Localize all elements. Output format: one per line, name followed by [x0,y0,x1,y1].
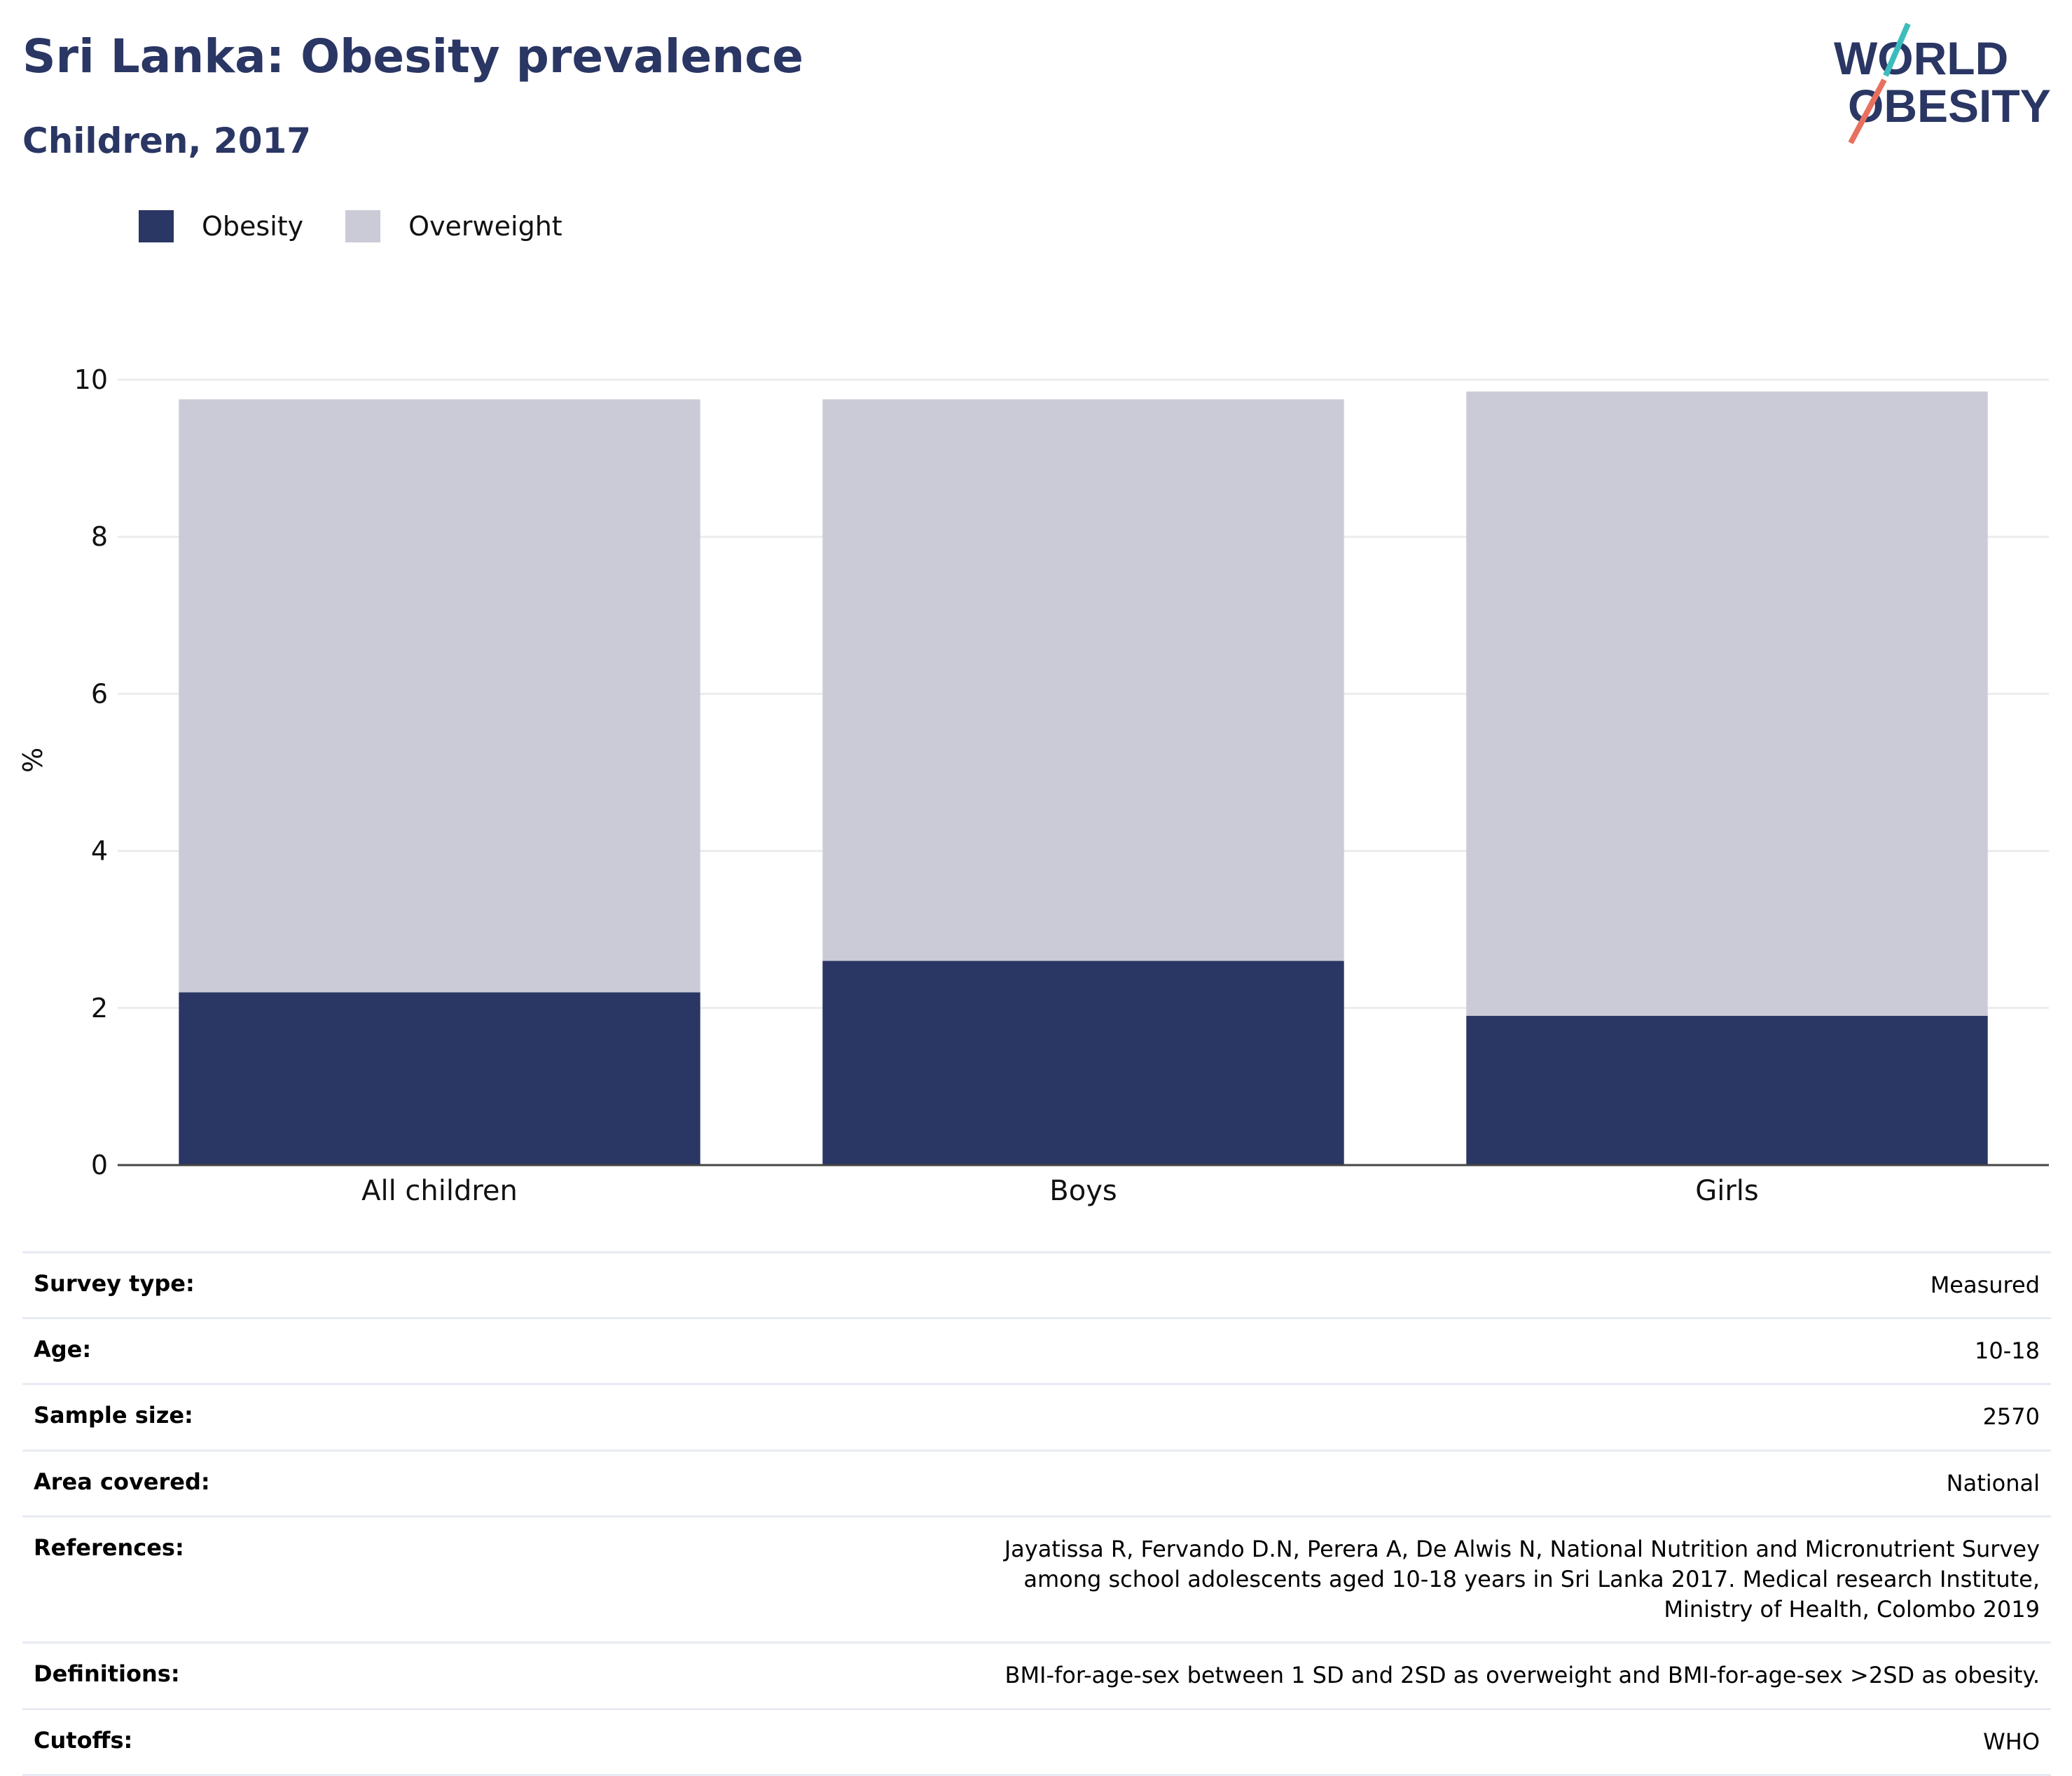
bar-obesity-boys[interactable] [822,961,1344,1165]
y-tick-label: 6 [91,678,108,709]
legend-label-overweight: Overweight [408,211,562,242]
legend-item-obesity[interactable]: Obesity [139,210,303,242]
info-key: Cutoffs: [22,1707,395,1776]
survey-info-table: Survey type: Measured Age: 10-18 Sample size… [22,1251,2051,1776]
bar-overweight-all-children[interactable] [179,399,700,993]
bar-overweight-boys[interactable] [822,399,1344,961]
bar-obesity-girls[interactable] [1466,1016,1988,1165]
info-value: Measured [395,1251,2051,1319]
info-value: WHO [395,1707,2051,1776]
chart-subtitle: Children, 2017 [22,121,312,161]
info-value: Jayatissa R, Fervando D.N, Perera A, De … [395,1515,2051,1643]
info-key: Definitions: [22,1641,395,1709]
logo-text-world: WORLD [1834,32,2008,84]
chart-legend: Obesity Overweight [139,210,605,242]
info-key: Sample size: [22,1383,395,1451]
info-value: National [395,1449,2051,1517]
legend-item-overweight[interactable]: Overweight [345,210,562,242]
info-value: 10-18 [395,1317,2051,1384]
info-value: 2570 [395,1383,2051,1451]
x-tick-label: All children [361,1175,518,1207]
bar-overweight-girls[interactable] [1466,391,1988,1017]
info-row: Sample size: 2570 [22,1383,2051,1451]
info-row: Survey type: Measured [22,1251,2051,1319]
info-row: Area covered: National [22,1449,2051,1517]
legend-swatch-obesity [139,210,174,242]
info-key: References: [22,1515,395,1643]
info-value: BMI-for-age-sex between 1 SD and 2SD as … [395,1641,2051,1709]
x-tick-label: Boys [1049,1175,1117,1207]
logo-slash-coral [1848,78,1887,144]
world-obesity-logo: WORLD OBESITY [1834,22,2051,144]
info-row: References: Jayatissa R, Fervando D.N, Pe… [22,1515,2051,1643]
info-key: Age: [22,1317,395,1384]
y-tick-label: 2 [91,993,108,1024]
logo-slash-teal [1883,22,1911,77]
info-row: Age: 10-18 [22,1317,2051,1384]
info-key: Survey type: [22,1251,395,1319]
y-tick-label: 0 [91,1150,108,1180]
x-tick-label: Girls [1695,1175,1759,1207]
chart-axes: 0 2 4 6 8 10 All children Boys Girls [74,364,2049,1207]
info-row: Definitions: BMI-for-age-sex between 1 SD… [22,1641,2051,1709]
chart-title: Sri Lanka: Obesity prevalence [22,29,804,83]
y-axis-label: % [18,748,48,773]
bar-obesity-all-children[interactable] [179,992,700,1165]
chart-bars [179,391,1988,1165]
info-key: Area covered: [22,1449,395,1517]
legend-label-obesity: Obesity [202,211,304,242]
y-tick-label: 8 [91,521,108,552]
y-tick-label: 10 [74,364,108,395]
bar-chart: 0 2 4 6 8 10 All children Boys Girls % [18,364,2049,1207]
info-row: Cutoffs: WHO [22,1707,2051,1776]
legend-swatch-overweight [345,210,381,242]
y-tick-label: 4 [91,836,108,867]
